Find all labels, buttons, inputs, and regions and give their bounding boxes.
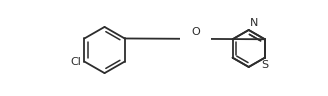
Text: N: N [250, 18, 258, 28]
Text: S: S [261, 60, 268, 70]
Text: Cl: Cl [71, 57, 81, 67]
Text: O: O [191, 27, 200, 37]
